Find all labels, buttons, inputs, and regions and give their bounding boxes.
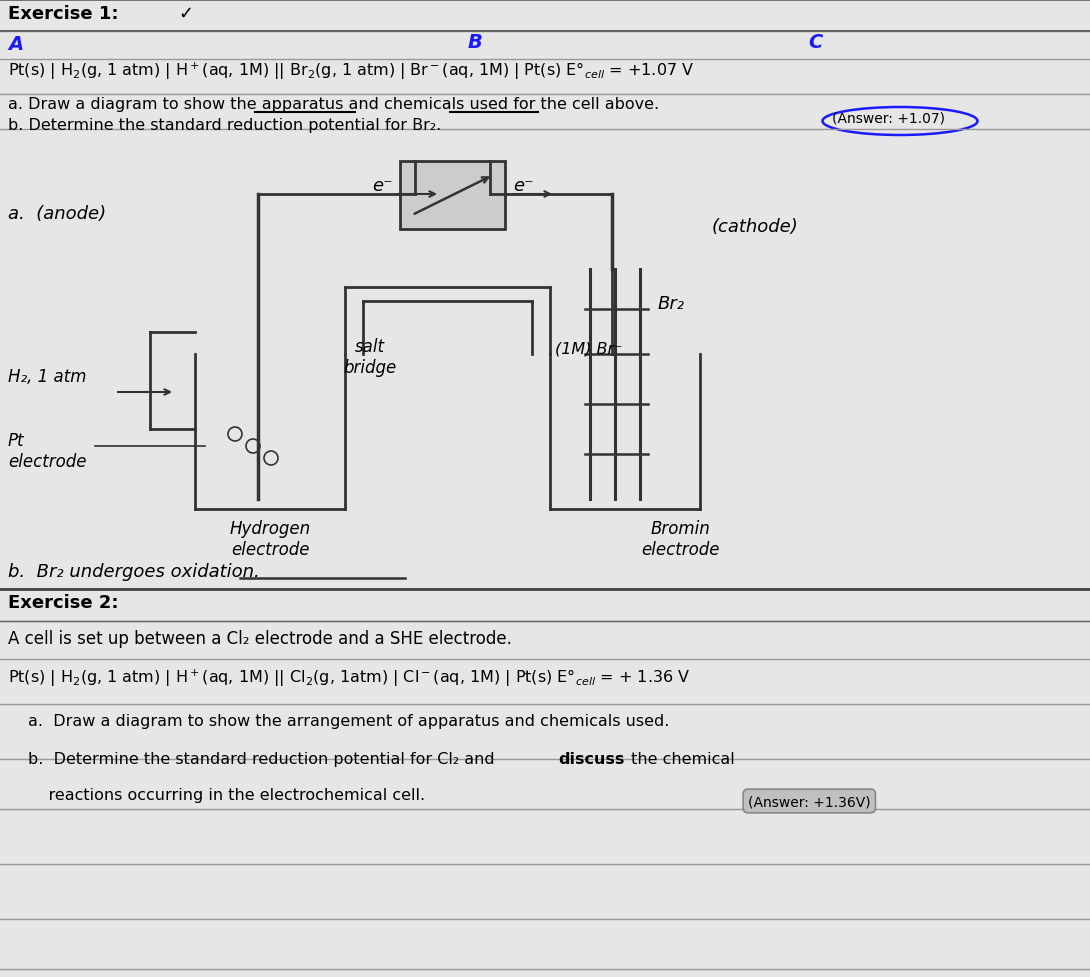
Text: (cathode): (cathode) [712, 218, 799, 235]
Text: B: B [468, 33, 483, 52]
Text: a.  (anode): a. (anode) [8, 205, 106, 223]
Text: Pt(s) | H$_2$(g, 1 atm) | H$^+$(aq, 1M) || Cl$_2$(g, 1atm) | Cl$^-$(aq, 1M) | Pt: Pt(s) | H$_2$(g, 1 atm) | H$^+$(aq, 1M) … [8, 667, 690, 689]
Text: (1M) Br⁻: (1M) Br⁻ [555, 342, 622, 357]
Text: the chemical: the chemical [626, 751, 735, 766]
Text: A: A [8, 35, 23, 54]
Text: Pt(s) | H$_2$(g, 1 atm) | H$^+$(aq, 1M) || Br$_2$(g, 1 atm) | Br$^-$(aq, 1M) | P: Pt(s) | H$_2$(g, 1 atm) | H$^+$(aq, 1M) … [8, 61, 694, 82]
Text: A cell is set up between a Cl₂ electrode and a SHE electrode.: A cell is set up between a Cl₂ electrode… [8, 629, 512, 648]
Text: b.  Br₂ undergoes oxidation.: b. Br₂ undergoes oxidation. [8, 563, 259, 580]
Text: Hydrogen
electrode: Hydrogen electrode [229, 520, 311, 558]
Text: salt
bridge: salt bridge [343, 338, 397, 376]
Text: C: C [808, 33, 822, 52]
Bar [400, 162, 505, 230]
Text: (Answer: +1.36V): (Answer: +1.36V) [748, 794, 871, 808]
Text: ✓: ✓ [178, 5, 193, 23]
Text: Exercise 2:: Exercise 2: [8, 593, 119, 612]
Text: Pt
electrode: Pt electrode [8, 432, 86, 470]
Text: (Answer: +1.07): (Answer: +1.07) [832, 112, 945, 126]
Text: e⁻: e⁻ [513, 177, 534, 194]
Text: reactions occurring in the electrochemical cell.: reactions occurring in the electrochemic… [28, 787, 425, 802]
Text: Exercise 1:: Exercise 1: [8, 5, 119, 23]
Text: Br₂: Br₂ [658, 295, 685, 313]
Text: a.  Draw a diagram to show the arrangement of apparatus and chemicals used.: a. Draw a diagram to show the arrangemen… [28, 713, 669, 728]
Text: b.  Determine the standard reduction potential for Cl₂ and: b. Determine the standard reduction pote… [28, 751, 499, 766]
Text: Bromin
electrode: Bromin electrode [641, 520, 719, 558]
Text: discuss: discuss [558, 751, 625, 766]
Text: H₂, 1 atm: H₂, 1 atm [8, 367, 86, 386]
Text: b. Determine the standard reduction potential for Br₂.: b. Determine the standard reduction pote… [8, 118, 441, 133]
Text: a. Draw a diagram to show the apparatus and chemicals used for the cell above.: a. Draw a diagram to show the apparatus … [8, 97, 659, 112]
Text: e⁻: e⁻ [372, 177, 392, 194]
